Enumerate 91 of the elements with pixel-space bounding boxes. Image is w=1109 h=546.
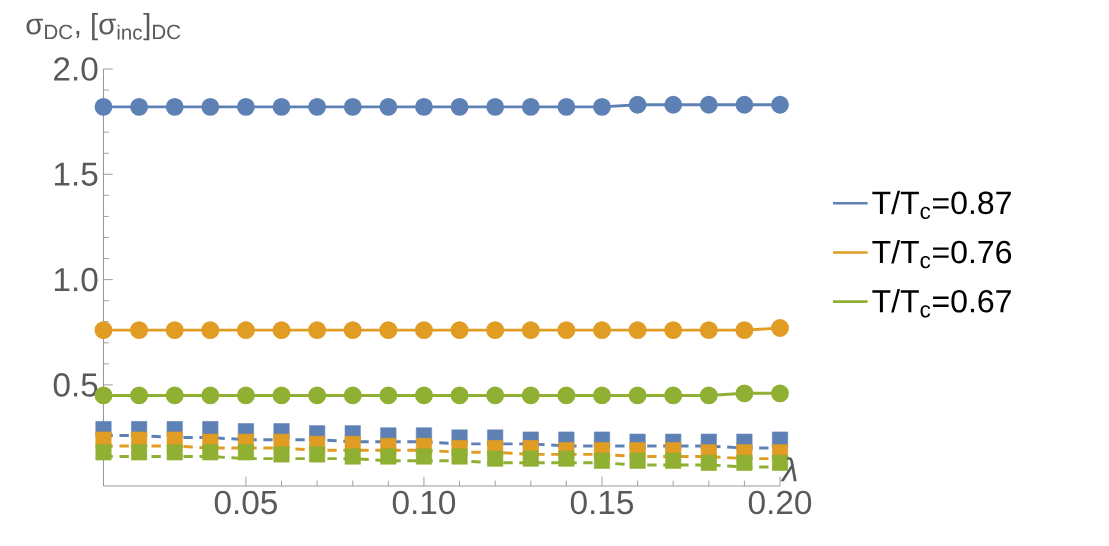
- point: [487, 450, 504, 467]
- point: [308, 97, 327, 116]
- legend-label: T/T$_{c}$=0.67: [872, 289, 1011, 318]
- point: [380, 448, 397, 465]
- point: [664, 321, 683, 340]
- point: [236, 321, 255, 340]
- point: [451, 448, 468, 465]
- x-tick-label: 0.10: [392, 490, 456, 515]
- point: [415, 97, 433, 116]
- point: [379, 97, 398, 116]
- point: [629, 452, 646, 469]
- point: [665, 452, 682, 469]
- point: [272, 386, 291, 405]
- point: [450, 321, 469, 340]
- y-tick-label: 0.5: [53, 373, 98, 397]
- point: [771, 95, 789, 114]
- point: [94, 321, 113, 340]
- point: [521, 97, 540, 116]
- point: [344, 448, 361, 465]
- point: [771, 319, 789, 337]
- point: [201, 97, 220, 116]
- point: [699, 95, 718, 114]
- point: [628, 321, 647, 340]
- point: [522, 450, 539, 467]
- point: [415, 321, 433, 340]
- point: [130, 97, 149, 116]
- point: [450, 97, 469, 116]
- point: [165, 386, 184, 405]
- point: [557, 97, 576, 116]
- point: [415, 448, 432, 465]
- point: [593, 386, 611, 405]
- x-tick-label: 0.05: [214, 490, 277, 515]
- point: [379, 321, 398, 340]
- point: [699, 321, 718, 340]
- point: [308, 386, 327, 405]
- point: [450, 386, 469, 405]
- point: [201, 321, 220, 340]
- point: [379, 386, 398, 405]
- y-tick-label: 1.5: [54, 162, 98, 186]
- point: [273, 446, 290, 463]
- point: [272, 97, 291, 116]
- point: [343, 321, 362, 340]
- point: [664, 386, 683, 405]
- point: [700, 454, 717, 471]
- point: [593, 452, 610, 469]
- y-tick-label: 2.0: [54, 57, 98, 81]
- point: [165, 97, 184, 116]
- point: [308, 321, 327, 340]
- point: [628, 95, 647, 114]
- point: [131, 444, 148, 461]
- point: [415, 386, 433, 405]
- point: [95, 444, 112, 461]
- point: [165, 321, 184, 340]
- point: [201, 386, 220, 405]
- point: [735, 95, 754, 114]
- point: [557, 386, 576, 405]
- point: [236, 97, 255, 116]
- point: [735, 384, 754, 403]
- point: [735, 321, 754, 340]
- point: [237, 444, 254, 461]
- point: [202, 444, 219, 461]
- x-tick-label: 0.15: [570, 490, 634, 515]
- x-tick-label: 0.20: [748, 490, 812, 515]
- y-tick-label: 1.0: [54, 267, 98, 292]
- point: [771, 384, 789, 403]
- point: [309, 446, 326, 463]
- point: [521, 321, 540, 340]
- point: [272, 321, 291, 340]
- point: [486, 386, 505, 405]
- point: [593, 97, 611, 116]
- point: [558, 450, 575, 467]
- point: [699, 386, 718, 405]
- point: [664, 95, 683, 114]
- point: [557, 321, 576, 340]
- point: [94, 97, 113, 116]
- point: [343, 386, 362, 405]
- legend-label: T/T$_{c}$=0.76: [872, 239, 1012, 269]
- point: [593, 321, 611, 340]
- point: [166, 444, 183, 461]
- point: [521, 386, 540, 405]
- point: [736, 454, 753, 471]
- point: [236, 386, 255, 405]
- point: [343, 97, 362, 116]
- point: [628, 386, 647, 405]
- x-axis-title: λ: [780, 457, 797, 482]
- y-axis-title: σ$_{DC}$, [σ$_{inc}$]$_{DC}$: [26, 12, 181, 41]
- point: [130, 386, 149, 405]
- point: [130, 321, 149, 340]
- legend-label: T/T$_{c}$=0.87: [872, 190, 1011, 220]
- point: [486, 97, 505, 116]
- point: [486, 321, 505, 340]
